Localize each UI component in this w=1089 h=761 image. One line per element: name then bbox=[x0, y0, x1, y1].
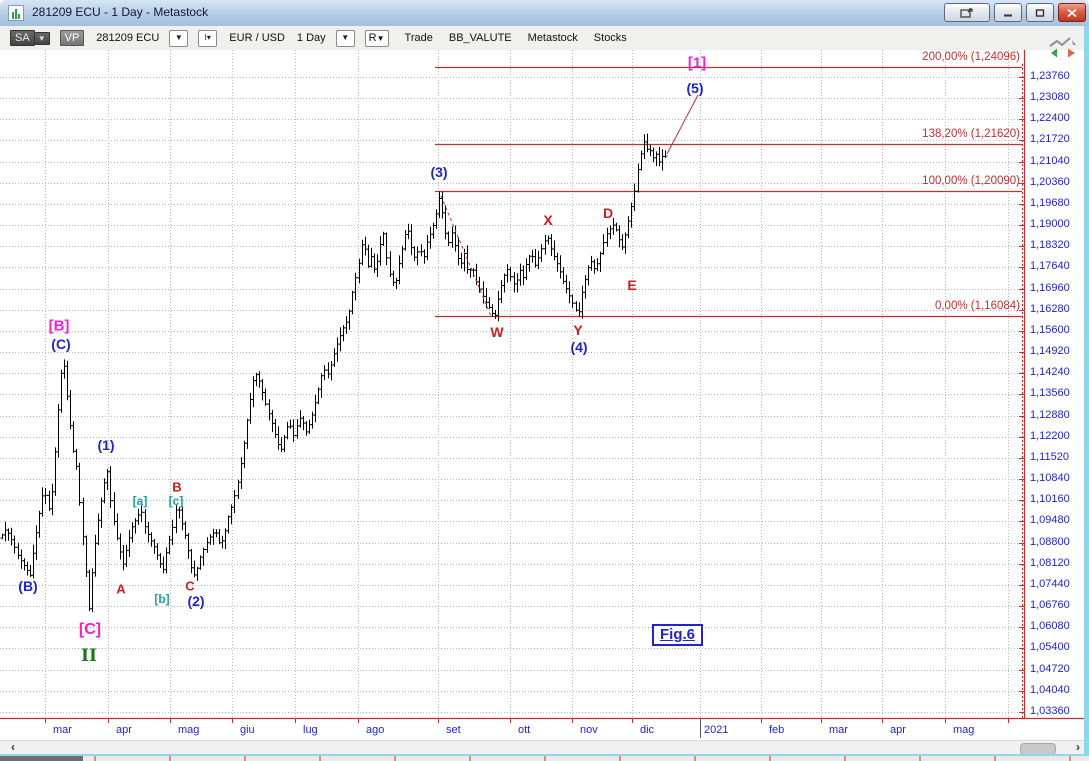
x-axis-label: set bbox=[446, 724, 461, 736]
sa-button[interactable]: SA bbox=[10, 30, 35, 46]
interval-label: 1 Day bbox=[296, 32, 326, 44]
x-axis-label: mar bbox=[829, 724, 848, 736]
x-axis-label: mar bbox=[53, 724, 72, 736]
window-border-bottom bbox=[0, 754, 1089, 756]
x-axis-label: mag bbox=[178, 724, 200, 736]
vp-button[interactable]: VP bbox=[59, 30, 85, 46]
popout-window-button[interactable] bbox=[944, 3, 990, 22]
x-axis-label: dic bbox=[640, 724, 655, 736]
title-bar: 281209 ECU - 1 Day - Metastock bbox=[0, 0, 1089, 27]
window-title: 281209 ECU - 1 Day - Metastock bbox=[32, 5, 209, 19]
pair-label: EUR / USD bbox=[229, 32, 285, 44]
menu-item-trade[interactable]: Trade bbox=[404, 32, 433, 44]
period-dropdown-button[interactable]: ▼ bbox=[335, 29, 355, 47]
r-dropdown-button[interactable]: R▼ bbox=[364, 29, 389, 47]
menu-item-stocks[interactable]: Stocks bbox=[593, 32, 627, 44]
background-window-strip bbox=[0, 756, 1089, 761]
popout-icon bbox=[960, 7, 973, 18]
x-axis-label: apr bbox=[116, 724, 132, 736]
x-axis-label: ago bbox=[366, 724, 385, 736]
maximize-button[interactable] bbox=[1026, 3, 1054, 22]
chart-area bbox=[0, 50, 1089, 718]
x-axis-label: nov bbox=[580, 724, 598, 736]
menu-item-bb-valute[interactable]: BB_VALUTE bbox=[448, 32, 512, 44]
symbol-dropdown-button[interactable]: ▼ bbox=[169, 29, 189, 47]
x-axis-label: apr bbox=[890, 724, 906, 736]
x-axis-label: lug bbox=[303, 724, 318, 736]
scroll-left-arrow[interactable]: ‹ bbox=[11, 740, 15, 754]
maximize-icon bbox=[1035, 8, 1045, 17]
x-axis-label: giu bbox=[240, 724, 255, 736]
window-border-right bbox=[1084, 26, 1089, 755]
minimize-icon bbox=[1004, 14, 1012, 16]
x-axis-label: feb bbox=[769, 724, 785, 736]
figure-caption: Fig.6 bbox=[652, 624, 704, 646]
menu-item-metastock[interactable]: Metastock bbox=[527, 32, 578, 44]
background-window-block bbox=[0, 756, 83, 761]
minimize-button[interactable] bbox=[994, 3, 1022, 22]
x-axis-label: ott bbox=[518, 724, 531, 736]
chart-document-icon bbox=[8, 5, 24, 21]
horizontal-scrollbar[interactable]: ‹ › bbox=[0, 740, 1089, 755]
trend-arrows-icon[interactable] bbox=[1048, 36, 1078, 60]
x-axis-label: mag bbox=[953, 724, 975, 736]
symbol-label: 281209 ECU bbox=[96, 32, 160, 44]
close-icon bbox=[1067, 8, 1077, 17]
close-button[interactable] bbox=[1058, 3, 1086, 22]
sa-dropdown-arrow-icon[interactable]: ▼ bbox=[34, 31, 50, 45]
interval-dropdown-button[interactable]: I▾ bbox=[198, 29, 218, 47]
toolbar: SA ▼ VP 281209 ECU ▼ I▾ EUR / USD 1 Day ▼… bbox=[0, 26, 1089, 51]
x-axis-label: 2021 bbox=[704, 724, 729, 736]
scroll-right-arrow[interactable]: › bbox=[1076, 740, 1080, 754]
